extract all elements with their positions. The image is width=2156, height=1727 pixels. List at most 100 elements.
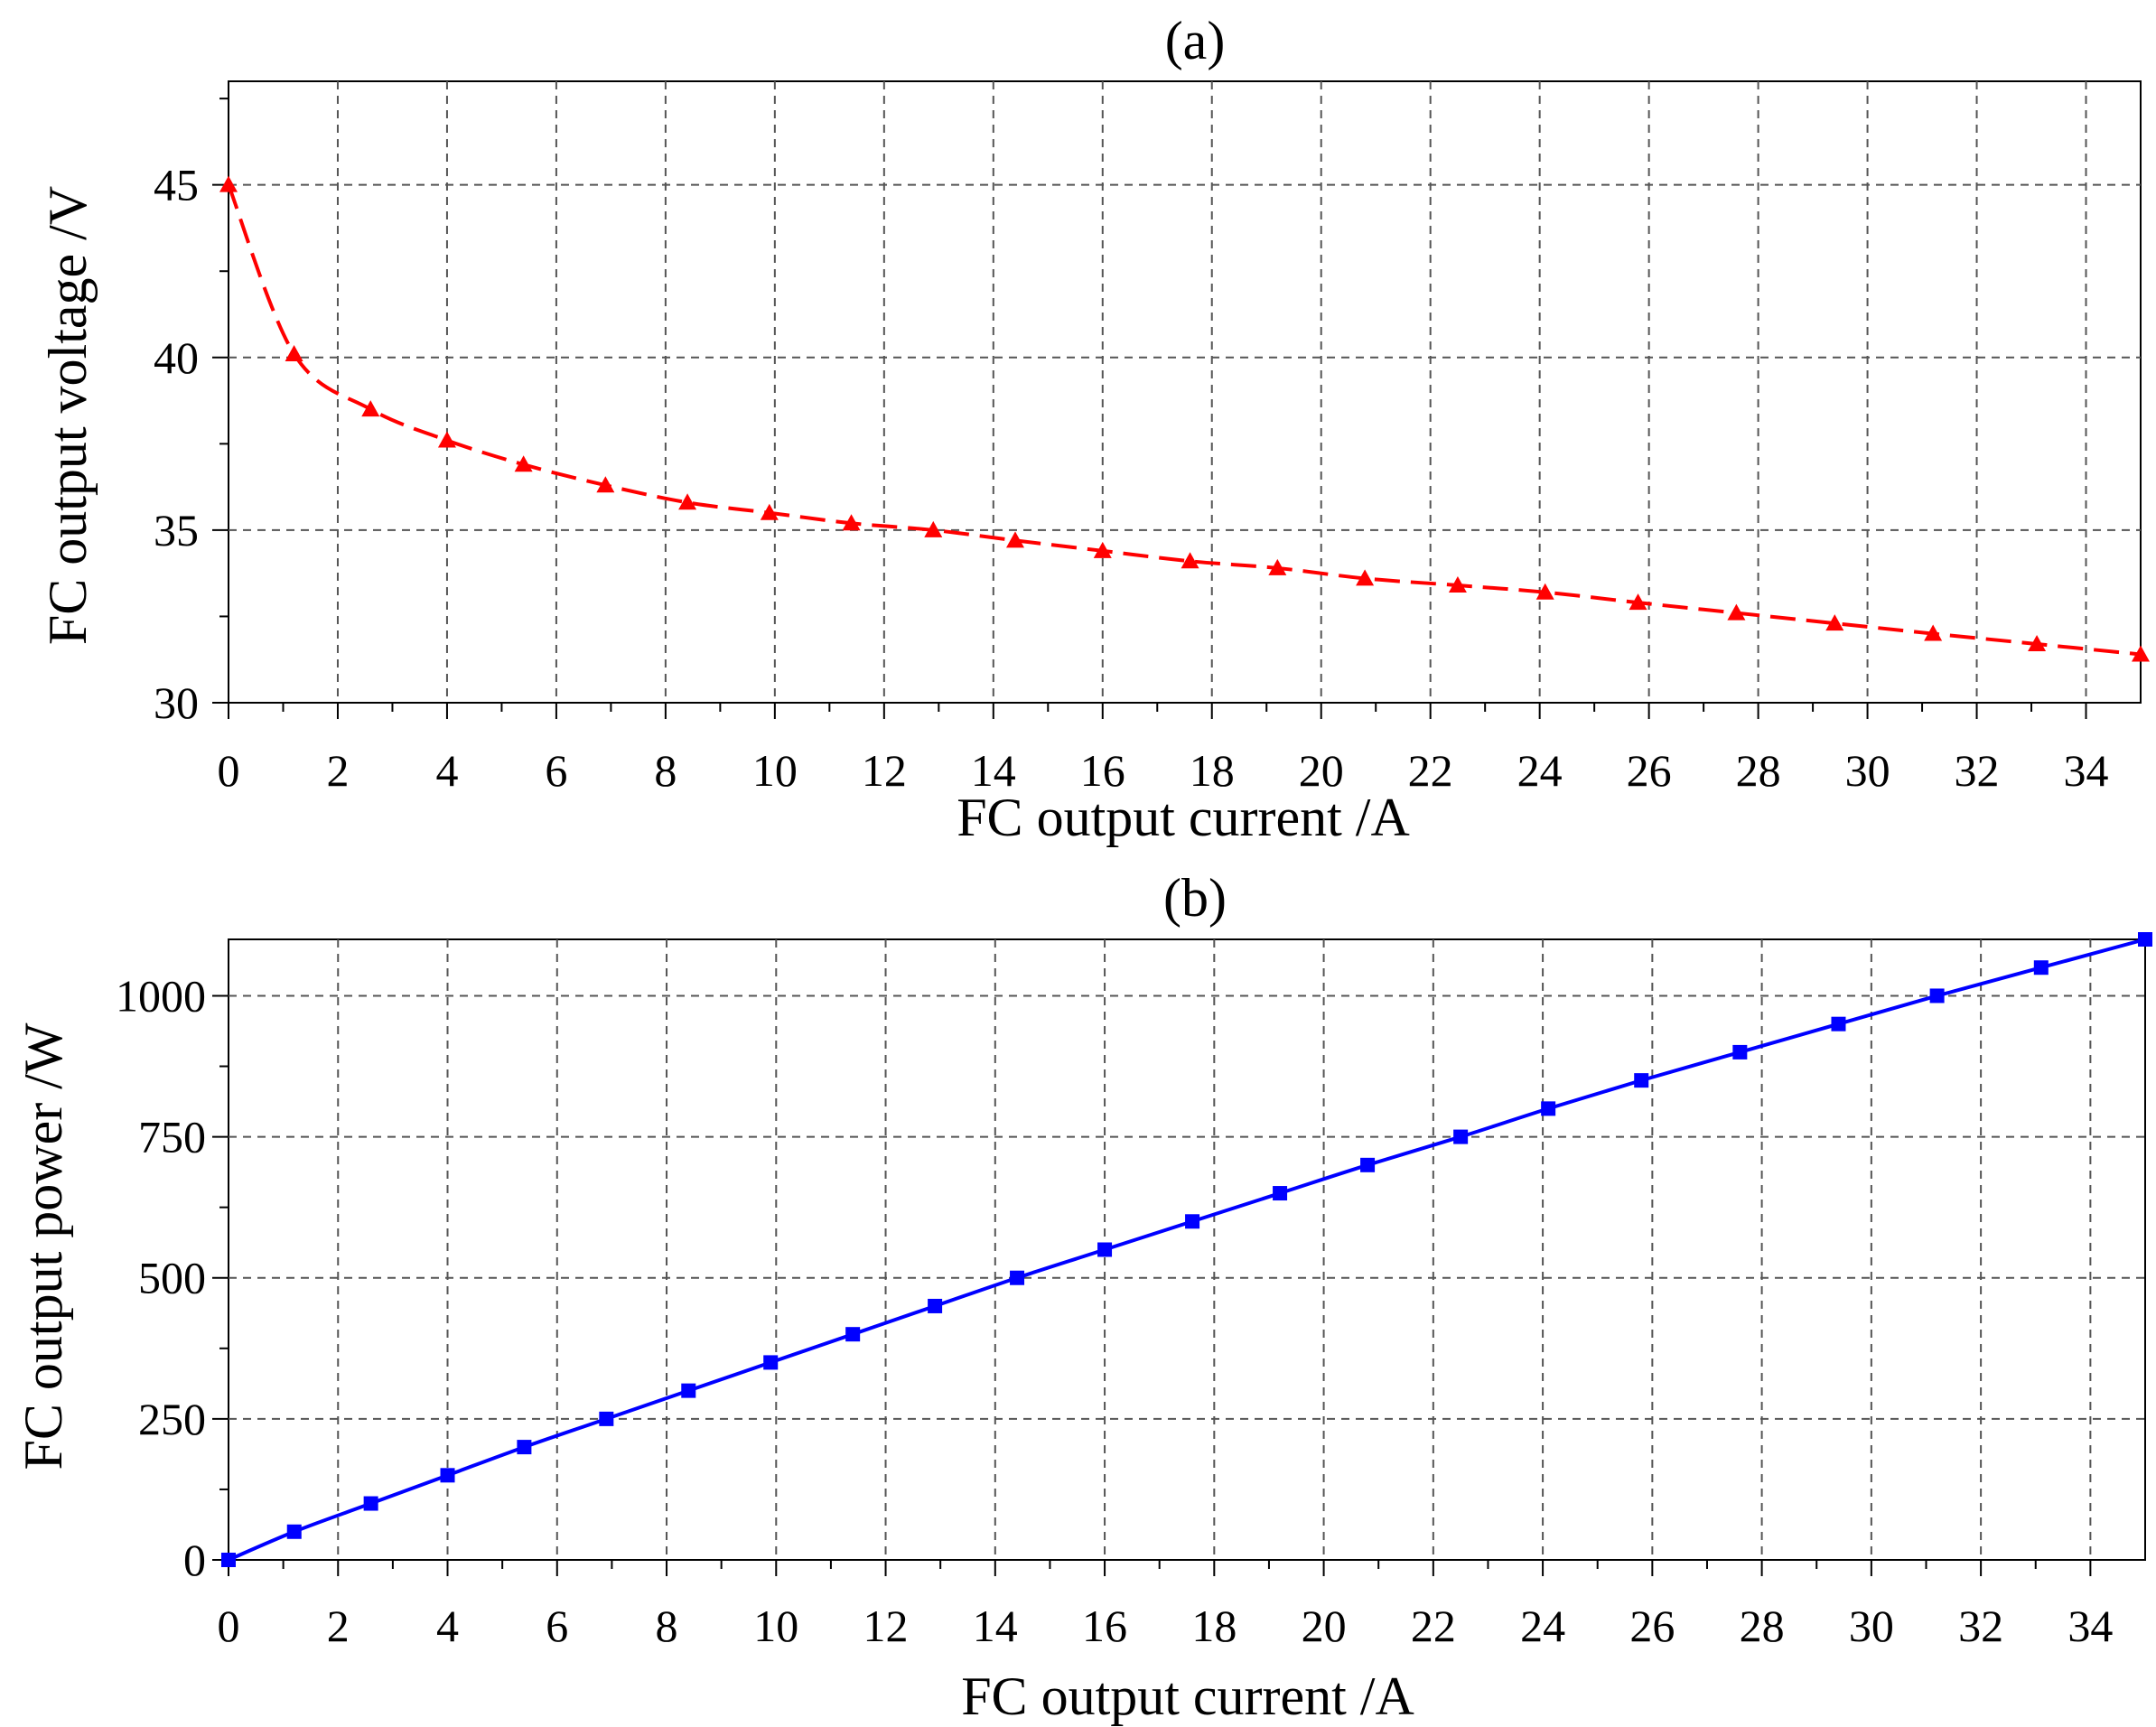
x-tick-label: 18	[1190, 745, 1235, 796]
data-point	[1268, 558, 1287, 575]
x-tick-label: 28	[1740, 1601, 1785, 1651]
data-point	[285, 344, 303, 361]
data-point	[1097, 1242, 1113, 1257]
data-point	[440, 1468, 455, 1483]
x-tick-label: 10	[752, 745, 798, 796]
data-point	[1924, 624, 1943, 641]
data-point	[842, 514, 861, 531]
data-point	[1629, 593, 1647, 611]
panel-b-ylabel: FC output power /W	[14, 1022, 73, 1470]
data-point	[928, 1298, 943, 1313]
data-point	[1825, 614, 1844, 631]
x-tick-label: 28	[1736, 745, 1781, 796]
series-line	[228, 938, 2146, 1562]
x-tick-label: 32	[1958, 1601, 2003, 1651]
data-point	[845, 1327, 861, 1342]
x-tick-label: 14	[971, 745, 1016, 796]
x-tick-label: 32	[1955, 745, 2000, 796]
x-tick-label: 30	[1849, 1601, 1894, 1651]
y-tick-label: 30	[154, 677, 199, 728]
data-point	[599, 1411, 614, 1426]
x-tick-label: 30	[1845, 745, 1890, 796]
data-point	[924, 520, 943, 537]
panel-b-xlabel: FC output current /A	[961, 1666, 1414, 1726]
panel-a-ylabel: FC output voltage /V	[38, 186, 98, 645]
data-point	[514, 455, 533, 472]
data-point	[1929, 988, 1945, 1004]
data-point	[1732, 1044, 1748, 1060]
data-point	[1093, 541, 1112, 558]
data-point	[1727, 603, 1746, 621]
x-tick-label: 34	[2064, 745, 2109, 796]
x-tick-label: 16	[1082, 1601, 1127, 1651]
x-tick-label: 18	[1191, 1601, 1237, 1651]
data-point	[2033, 960, 2049, 976]
x-tick-label: 12	[862, 745, 907, 796]
data-point	[2138, 932, 2152, 947]
x-tick-label: 12	[863, 1601, 909, 1651]
y-tick-label: 0	[183, 1535, 206, 1585]
data-point	[2132, 645, 2150, 662]
data-point	[2028, 635, 2047, 652]
panel-a-xlabel: FC output current /A	[957, 788, 1410, 847]
x-tick-label: 20	[1299, 745, 1344, 796]
data-point	[1005, 531, 1024, 548]
data-point	[1181, 552, 1199, 569]
data-point	[517, 1440, 532, 1455]
x-tick-label: 34	[2067, 1601, 2113, 1651]
data-point	[437, 431, 456, 448]
x-tick-label: 2	[326, 745, 349, 796]
data-point	[1185, 1214, 1200, 1229]
x-tick-label: 14	[973, 1601, 1018, 1651]
x-tick-label: 24	[1520, 1601, 1565, 1651]
data-point	[681, 1383, 696, 1398]
series-line	[227, 183, 2142, 657]
data-point	[678, 493, 697, 510]
x-tick-label: 26	[1627, 745, 1672, 796]
plot-frame	[228, 80, 2142, 704]
x-tick-label: 8	[654, 745, 677, 796]
x-tick-label: 0	[218, 1601, 240, 1651]
data-point	[361, 400, 380, 417]
x-tick-label: 6	[545, 745, 567, 796]
x-tick-label: 22	[1408, 745, 1453, 796]
y-tick-label: 250	[138, 1394, 206, 1444]
y-tick-label: 750	[138, 1112, 206, 1162]
x-tick-label: 24	[1517, 745, 1563, 796]
panel-b: (b) FC output current /A FC output power…	[14, 868, 2152, 1726]
x-tick-label: 0	[218, 745, 240, 796]
data-point	[1535, 583, 1554, 600]
y-tick-label: 500	[138, 1253, 206, 1303]
y-tick-label: 40	[154, 332, 199, 383]
y-tick-label: 45	[154, 160, 199, 210]
data-point	[1356, 569, 1375, 586]
data-point	[363, 1496, 378, 1511]
data-point	[219, 175, 238, 192]
x-tick-label: 6	[546, 1601, 568, 1651]
data-point	[1831, 1016, 1846, 1032]
x-tick-label: 8	[656, 1601, 678, 1651]
data-point	[1010, 1270, 1025, 1285]
x-tick-label: 20	[1302, 1601, 1347, 1651]
data-point	[596, 476, 615, 493]
x-tick-label: 22	[1411, 1601, 1456, 1651]
data-point	[1453, 1129, 1469, 1144]
data-point	[1541, 1101, 1556, 1116]
data-point	[286, 1524, 302, 1539]
y-tick-label: 1000	[116, 970, 206, 1021]
panel-a-title: (a)	[1165, 11, 1226, 70]
x-tick-label: 4	[436, 1601, 459, 1651]
data-point	[1273, 1186, 1288, 1201]
x-tick-label: 10	[753, 1601, 798, 1651]
x-tick-label: 2	[327, 1601, 350, 1651]
panel-b-title: (b)	[1163, 868, 1227, 928]
data-point	[1448, 576, 1467, 593]
data-point	[763, 1355, 779, 1370]
x-tick-label: 4	[435, 745, 458, 796]
data-point	[1360, 1157, 1376, 1172]
panel-a: (a) FC output current /A FC output volta…	[38, 11, 2150, 847]
data-point	[1634, 1073, 1649, 1088]
x-tick-label: 16	[1080, 745, 1125, 796]
y-tick-label: 35	[154, 505, 199, 555]
